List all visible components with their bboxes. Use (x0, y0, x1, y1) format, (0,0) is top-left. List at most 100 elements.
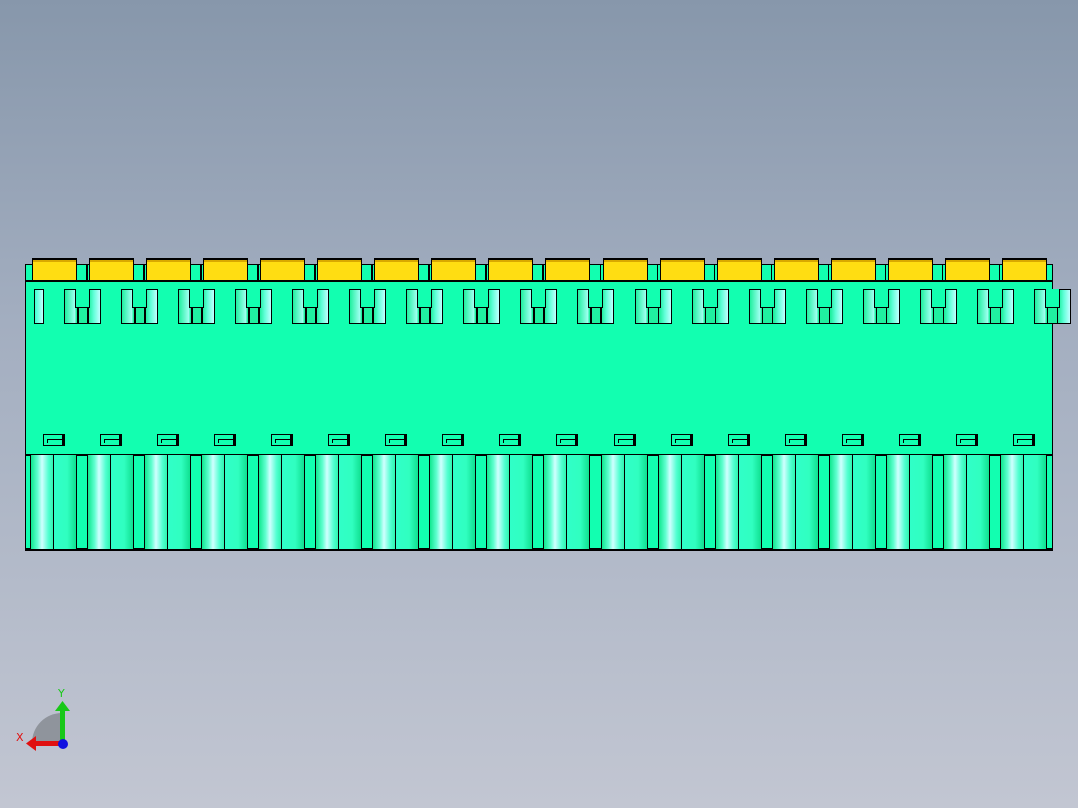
terminal-tab (146, 258, 192, 280)
window-line (144, 307, 146, 323)
latch-slot (613, 434, 636, 446)
window-line (87, 307, 89, 323)
pin-cylinder-side (966, 455, 990, 549)
window-line (1046, 307, 1049, 323)
window-line (942, 307, 945, 323)
tab-divider (542, 264, 544, 280)
pin-cylinder (486, 455, 511, 549)
pin-cylinder (771, 455, 796, 549)
window-line (258, 307, 260, 323)
window-line (771, 307, 774, 323)
latch-slot (841, 434, 864, 446)
window-inner-box (1044, 289, 1060, 308)
terminal-tab (89, 258, 135, 280)
pin-cylinder (885, 455, 910, 549)
terminal-tab (887, 258, 933, 280)
window-line (714, 307, 717, 323)
window-line (372, 307, 374, 323)
tab-divider (257, 264, 259, 280)
triad-icon (26, 701, 70, 751)
pin-cylinder-side (339, 455, 363, 549)
pin-cylinder-side (624, 455, 648, 549)
window-line (429, 307, 431, 323)
pin-cylinder-side (225, 455, 249, 549)
pin-cylinder-side (567, 455, 591, 549)
terminal-tab (317, 258, 363, 280)
window-inner-box (987, 289, 1003, 308)
window-inner-box (816, 289, 832, 308)
terminal-tab (203, 258, 249, 280)
terminal-tab (830, 258, 876, 280)
pin-cylinder (201, 455, 226, 549)
end-slot-left (34, 289, 44, 324)
tab-divider (827, 264, 830, 280)
terminal-tab (488, 258, 534, 280)
window-line (77, 307, 79, 323)
pin-cylinder-side (510, 455, 534, 549)
tab-divider (86, 264, 88, 280)
terminal-tab (545, 258, 591, 280)
window-inner-box (189, 289, 205, 308)
window-inner-box (417, 289, 433, 308)
pin-cylinder (942, 455, 967, 549)
tab-divider (770, 264, 773, 280)
pin-cylinder (87, 455, 112, 549)
pin-cylinder-side (453, 455, 477, 549)
window-inner-box (645, 289, 661, 308)
window-line (134, 307, 136, 323)
x-axis-label: X (16, 731, 24, 744)
window-line (761, 307, 764, 323)
latch-slot (442, 434, 465, 446)
latch-slot (271, 434, 294, 446)
pin-cylinder-side (168, 455, 192, 549)
window-inner-box (930, 289, 946, 308)
window-line (647, 307, 649, 323)
terminal-tab (1001, 258, 1047, 280)
terminal-tab (374, 258, 420, 280)
pin-cylinder (372, 455, 397, 549)
window-inner-box (474, 289, 490, 308)
pin-cylinder (828, 455, 853, 549)
tab-divider (998, 264, 1001, 280)
z-axis-dot (58, 739, 68, 749)
pin-cylinder-side (54, 455, 77, 549)
window-line (315, 307, 317, 323)
window-line (590, 307, 592, 323)
tab-divider (200, 264, 202, 280)
terminal-tab (716, 258, 762, 280)
latch-slot (385, 434, 408, 446)
window-inner-box (873, 289, 889, 308)
terminal-tab (32, 258, 77, 280)
pin-cylinder (543, 455, 568, 549)
pin-cylinder (30, 455, 54, 549)
window-line (419, 307, 421, 323)
latch-slot (328, 434, 351, 446)
tab-divider (371, 264, 373, 280)
window-inner-box (303, 289, 319, 308)
pin-cylinder (999, 455, 1024, 549)
pin-cylinder (714, 455, 739, 549)
terminal-tab (260, 258, 306, 280)
tab-divider (713, 264, 716, 280)
window-line (476, 307, 478, 323)
window-inner-box (588, 289, 604, 308)
window-line (818, 307, 821, 323)
pin-cylinder (657, 455, 682, 549)
latch-slot (214, 434, 237, 446)
tab-divider (143, 264, 145, 280)
window-inner-box (702, 289, 718, 308)
latch-slot (784, 434, 807, 446)
pin-cylinder (600, 455, 625, 549)
pin-cylinder-side (282, 455, 306, 549)
base-edge (25, 548, 1053, 550)
latch-slot (556, 434, 579, 446)
window-line (543, 307, 545, 323)
bottom-section-edge (25, 454, 1053, 456)
pin-cylinder-side (111, 455, 135, 549)
terminal-tab (602, 258, 648, 280)
pin-cylinder-side (738, 455, 762, 549)
window-line (875, 307, 878, 323)
pin-cylinder (144, 455, 169, 549)
latch-slot (955, 434, 978, 446)
